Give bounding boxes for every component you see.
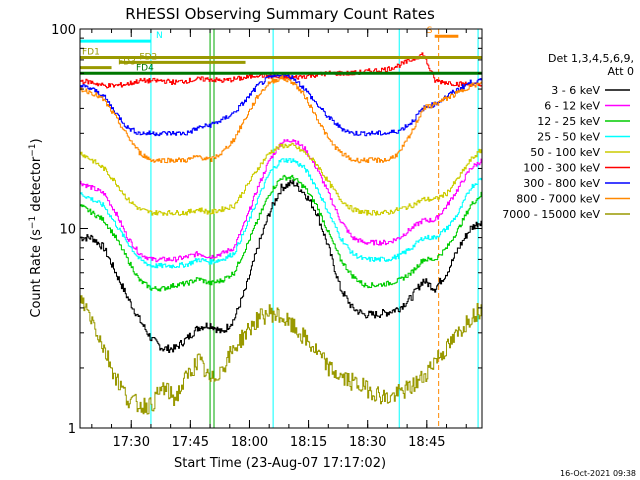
legend-entry-7: 800 - 7000 keV bbox=[516, 193, 600, 206]
legend-header-1: Att 0 bbox=[608, 65, 634, 78]
flag-label-4: FD3 bbox=[118, 58, 136, 68]
legend-entry-2: 12 - 25 keV bbox=[537, 115, 600, 128]
axes: 17:30 17:45 18:00 18:15 18:30 18:45 1 10 100 bbox=[51, 23, 483, 450]
footer-timestamp: 16-Oct-2021 09:38 bbox=[560, 469, 636, 478]
x-tick-label-4: 18:30 bbox=[349, 435, 386, 450]
legend-entry-4: 50 - 100 keV bbox=[530, 146, 600, 159]
flag-label-2: FD1 bbox=[82, 47, 100, 57]
legend: Det 1,3,4,5,6,9,Att 0 3 - 6 keV 6 - 12 keV… bbox=[502, 52, 634, 221]
series-line-7 bbox=[80, 75, 483, 164]
legend-header-0: Det 1,3,4,5,6,9, bbox=[548, 52, 634, 65]
y-tick-label-2: 100 bbox=[51, 23, 76, 38]
y-tick-label-0: 1 bbox=[68, 422, 76, 437]
legend-entry-1: 6 - 12 keV bbox=[544, 100, 600, 113]
flag-label-0: N bbox=[156, 31, 163, 41]
series-line-2 bbox=[80, 174, 483, 292]
series-line-8 bbox=[80, 295, 483, 415]
flag-label-1: S bbox=[427, 26, 433, 36]
legend-entry-0: 3 - 6 keV bbox=[551, 84, 600, 97]
legend-entry-6: 300 - 800 keV bbox=[523, 177, 600, 190]
series-line-3 bbox=[80, 158, 483, 269]
x-tick-label-5: 18:45 bbox=[408, 435, 445, 450]
legend-entry-8: 7000 - 15000 keV bbox=[502, 208, 600, 221]
flag-label-3: FD2 bbox=[139, 52, 157, 62]
legend-entry-3: 25 - 50 keV bbox=[537, 131, 600, 144]
x-tick-label-3: 18:15 bbox=[290, 435, 327, 450]
chart-title: RHESSI Observing Summary Count Rates bbox=[125, 5, 435, 23]
x-tick-label-1: 17:45 bbox=[172, 435, 209, 450]
x-tick-label-0: 17:30 bbox=[113, 435, 150, 450]
y-tick-label-1: 10 bbox=[59, 223, 76, 238]
x-tick-label-2: 18:00 bbox=[231, 435, 268, 450]
x-axis-label: Start Time (23-Aug-07 17:17:02) bbox=[174, 456, 386, 471]
legend-entry-5: 100 - 300 keV bbox=[523, 162, 600, 175]
series-line-4 bbox=[80, 142, 483, 216]
flag-label-5: FD4 bbox=[136, 63, 154, 73]
series-line-0 bbox=[80, 179, 483, 353]
y-axis-label: Count Rate (s−1 detector−1) bbox=[28, 138, 44, 317]
